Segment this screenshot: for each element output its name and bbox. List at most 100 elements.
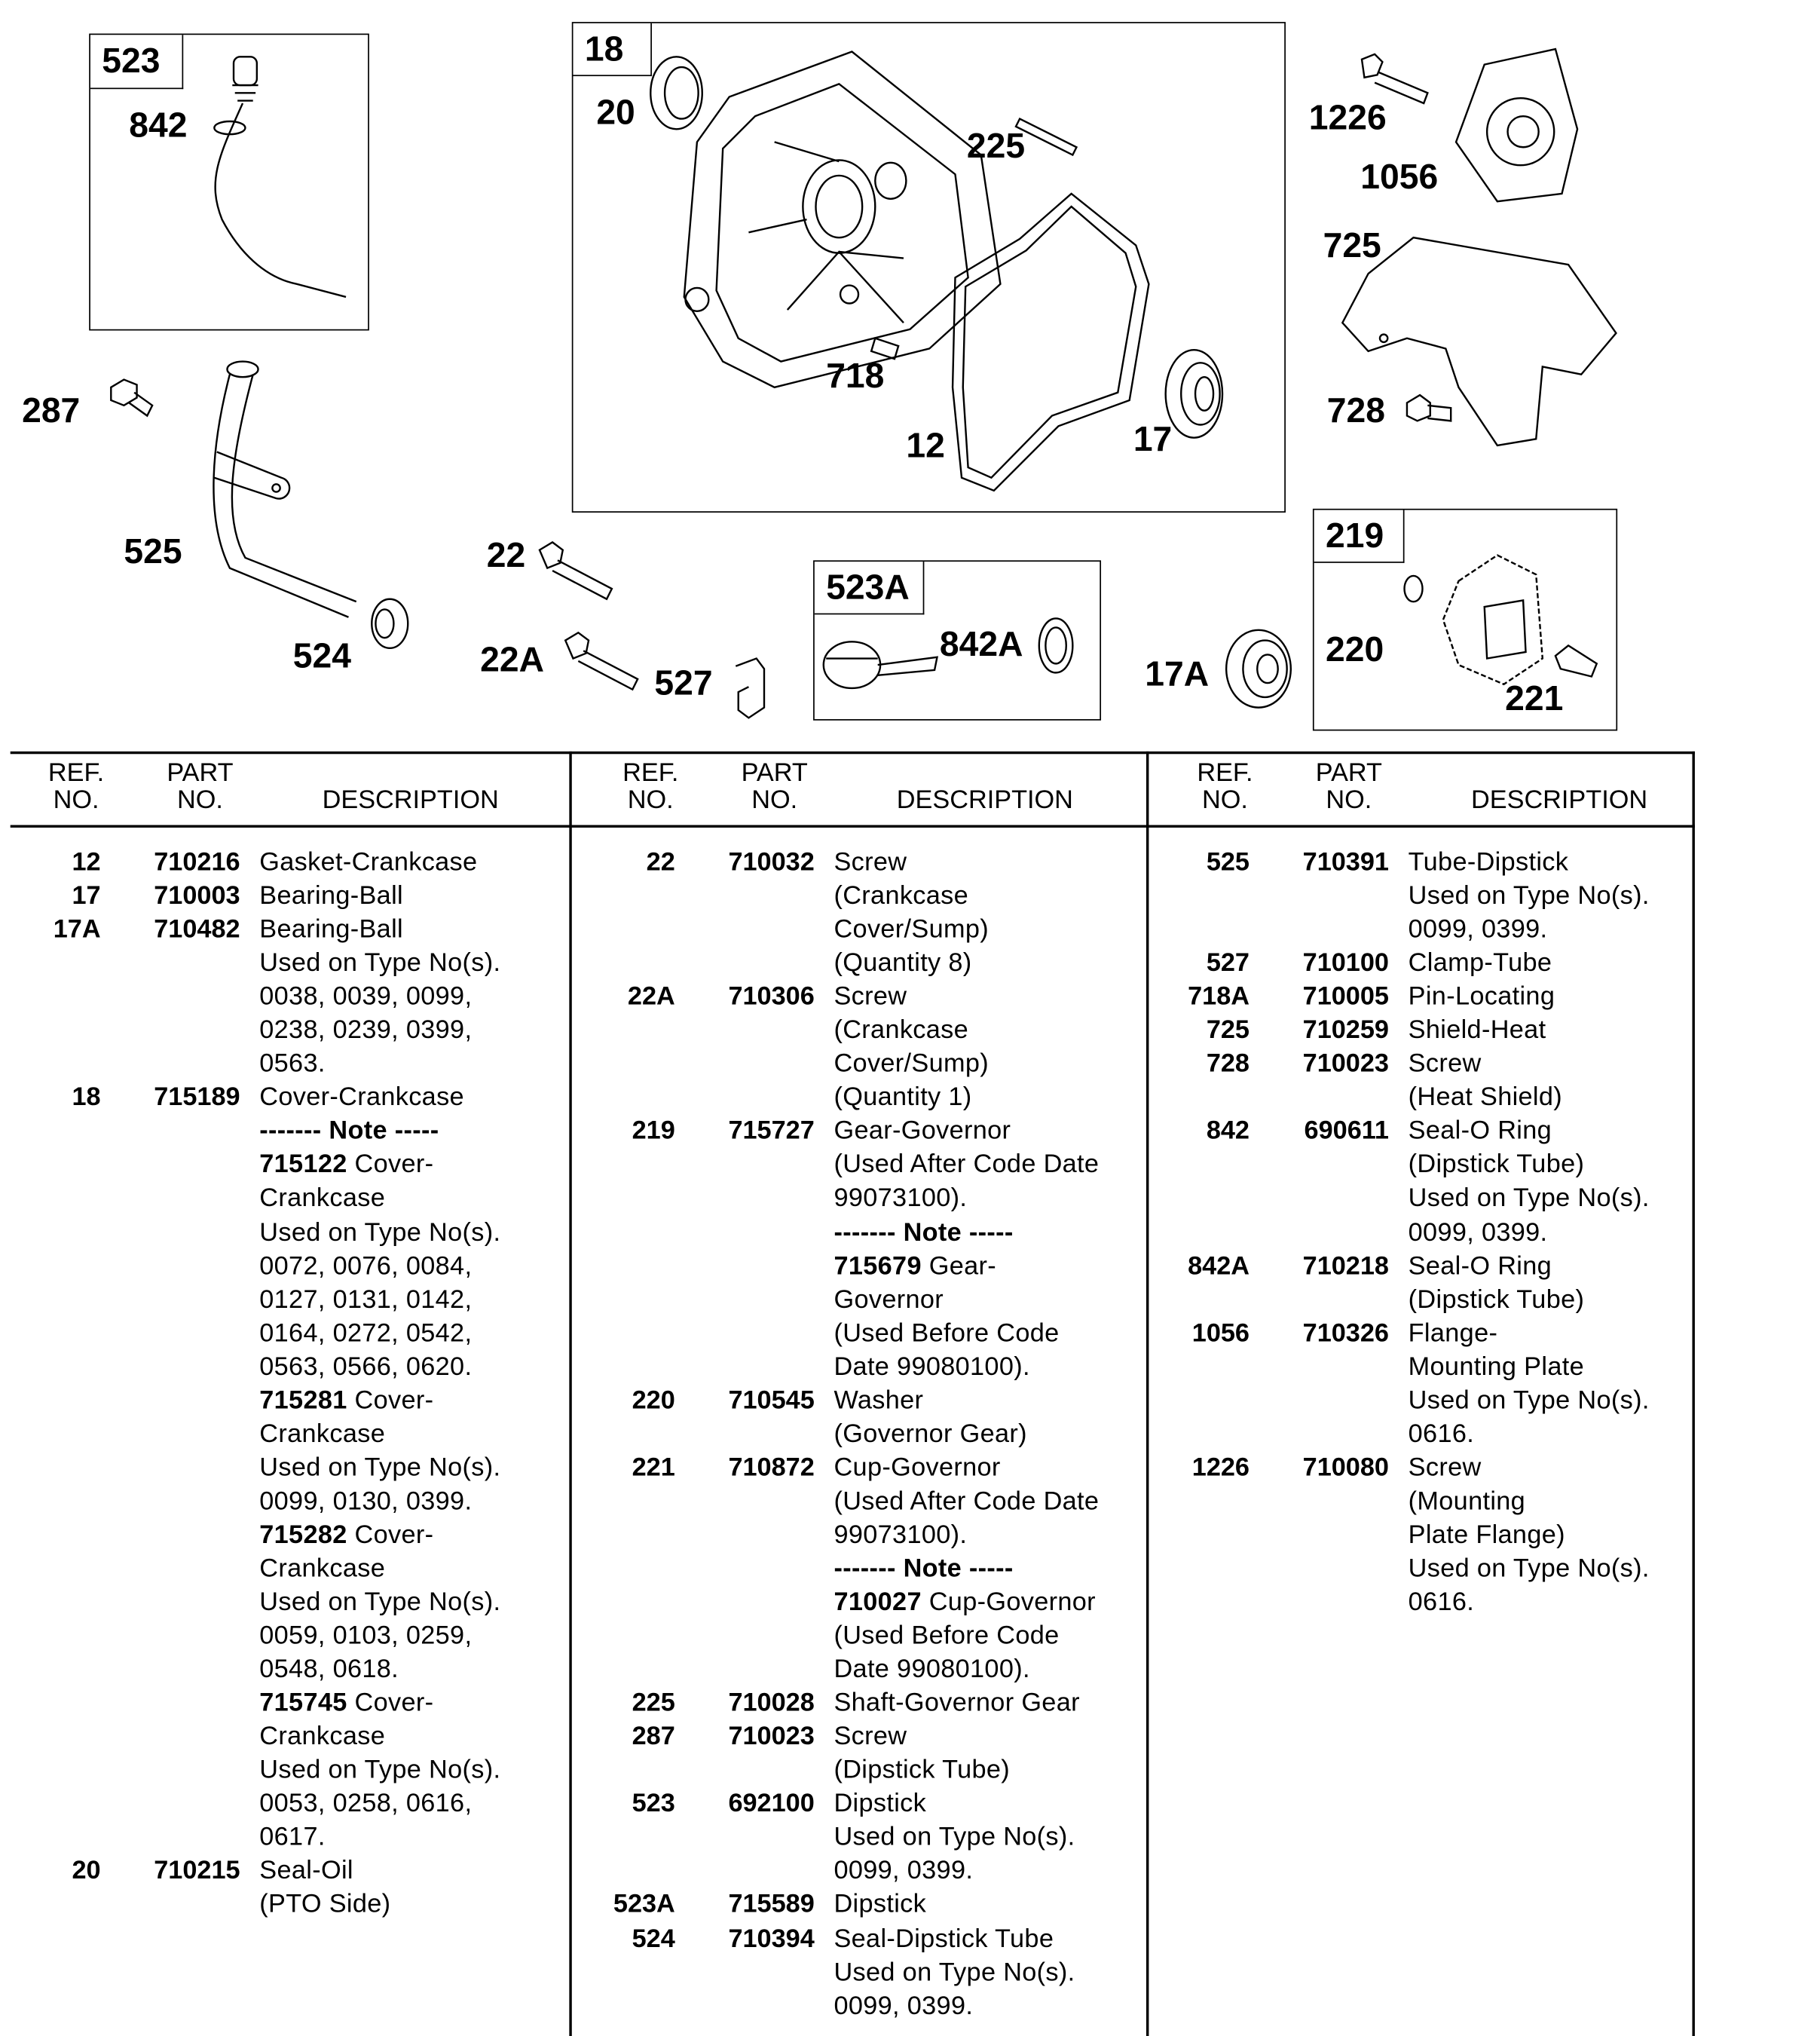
group-tag: 523A [814, 562, 925, 615]
description: (Crankcase [834, 881, 969, 911]
ref-no: 22A [627, 982, 675, 1012]
screw-287-drawing [110, 378, 154, 418]
callout-842a: 842A [939, 624, 1023, 664]
part-no: 710003 [154, 881, 240, 911]
description: Date 99080100). [834, 1655, 1030, 1684]
header-part: NO. [751, 786, 798, 815]
header-part: PART [167, 759, 234, 788]
part-no: 710215 [154, 1857, 240, 1886]
group-tag: 219 [1314, 510, 1405, 563]
description: Mounting Plate [1408, 1352, 1584, 1382]
part-no: 710023 [728, 1722, 815, 1751]
description: 0099, 0399. [1408, 915, 1548, 945]
callout-287: 287 [22, 390, 81, 430]
description: Screw [834, 982, 907, 1012]
ref-no: 287 [632, 1722, 675, 1751]
screw-22a-drawing [564, 631, 639, 691]
clamp-527-drawing [735, 657, 766, 719]
note-text: Gear- [921, 1251, 997, 1281]
ref-no: 20 [72, 1857, 101, 1886]
description: 0099, 0399. [1408, 1218, 1548, 1247]
header-ref: REF. [47, 759, 105, 788]
description: (Crankcase [834, 1016, 969, 1046]
header-description: DESCRIPTION [1471, 786, 1648, 815]
callout-728: 728 [1326, 390, 1385, 430]
note-text: Cover- [347, 1689, 434, 1718]
part-no: 710872 [728, 1453, 815, 1483]
ref-no: 1056 [1191, 1318, 1250, 1348]
dipstick-523-drawing [213, 56, 347, 299]
ref-no: 225 [632, 1689, 675, 1718]
ref-no: 842 [1206, 1117, 1250, 1146]
description: 0563, 0566, 0620. [259, 1352, 473, 1382]
description: 0616. [1408, 1419, 1475, 1449]
ref-no: 524 [632, 1924, 675, 1953]
note-part-no: 715745 [259, 1689, 347, 1718]
group-tag: 523 [90, 35, 184, 90]
description: Seal-O Ring [1408, 1251, 1552, 1281]
description: 0548, 0618. [259, 1655, 399, 1684]
header-ref: NO. [627, 786, 674, 815]
note-text: Cover- [347, 1520, 434, 1550]
description: Clamp-Tube [1408, 949, 1552, 978]
screw-22-drawing [538, 540, 613, 601]
description: 0238, 0239, 0399, [259, 1016, 473, 1046]
callout-525: 525 [124, 531, 182, 571]
ref-no: 220 [632, 1386, 675, 1415]
description: (Used After Code Date [834, 1150, 1100, 1180]
group-box-523: 523 [89, 33, 369, 331]
ref-no: 842A [1188, 1251, 1250, 1281]
ref-no: 22 [646, 848, 675, 877]
flange-1056-drawing [1454, 47, 1579, 203]
callout-17: 17 [1133, 419, 1173, 459]
description: Cover-Crankcase [259, 1083, 464, 1113]
ref-no: 718A [1188, 982, 1250, 1012]
description: Used on Type No(s). [1408, 1184, 1650, 1214]
header-part: NO. [1326, 786, 1372, 815]
note-part-no: ------- Note ----- [259, 1117, 439, 1146]
note-part-no: 715679 [834, 1251, 922, 1281]
description: Bearing-Ball [259, 915, 404, 945]
ref-no: 12 [72, 848, 101, 877]
part-no: 715727 [728, 1117, 815, 1146]
callout-221: 221 [1505, 678, 1564, 718]
description: Tube-Dipstick [1408, 848, 1569, 877]
part-no: 715189 [154, 1083, 240, 1113]
description: 715281 Cover- [259, 1384, 433, 1418]
callout-842: 842 [129, 106, 188, 145]
description: (Heat Shield) [1408, 1083, 1563, 1113]
description: 715282 Cover- [259, 1518, 433, 1552]
description: 0072, 0076, 0084, [259, 1251, 473, 1281]
part-no: 710326 [1302, 1318, 1389, 1348]
note-part-no: ------- Note ----- [834, 1554, 1014, 1583]
description: Screw [834, 1722, 907, 1751]
description: (Used After Code Date [834, 1486, 1100, 1516]
description: Dipstick [834, 1891, 927, 1919]
description: (Governor Gear) [834, 1419, 1027, 1449]
callout-725: 725 [1323, 225, 1381, 265]
table-header-rule [10, 825, 1695, 828]
header-description: DESCRIPTION [896, 786, 1073, 815]
description: (Used Before Code [834, 1318, 1060, 1348]
header-ref: NO. [53, 786, 99, 815]
seal-524-drawing [371, 598, 409, 650]
description: Cover/Sump) [834, 915, 990, 945]
description: Shield-Heat [1408, 1016, 1546, 1046]
description: 99073100). [834, 1184, 968, 1214]
part-no: 710259 [1302, 1016, 1389, 1046]
header-ref: REF. [622, 759, 679, 788]
part-no: 710218 [1302, 1251, 1389, 1281]
part-no: 710545 [728, 1386, 815, 1415]
part-no: 710391 [1302, 848, 1389, 877]
shaft-225-drawing [1014, 117, 1078, 157]
description: Crankcase [259, 1554, 386, 1583]
description: Used on Type No(s). [1408, 1386, 1650, 1415]
group-box-523a: 523A [813, 560, 1102, 721]
ref-no: 525 [1206, 848, 1250, 877]
dipstick-523a-drawing [822, 641, 938, 690]
callout-1226: 1226 [1308, 98, 1387, 137]
washer-220-drawing [1403, 574, 1424, 603]
description: (Used Before Code [834, 1621, 1060, 1651]
description: Washer [834, 1386, 924, 1415]
